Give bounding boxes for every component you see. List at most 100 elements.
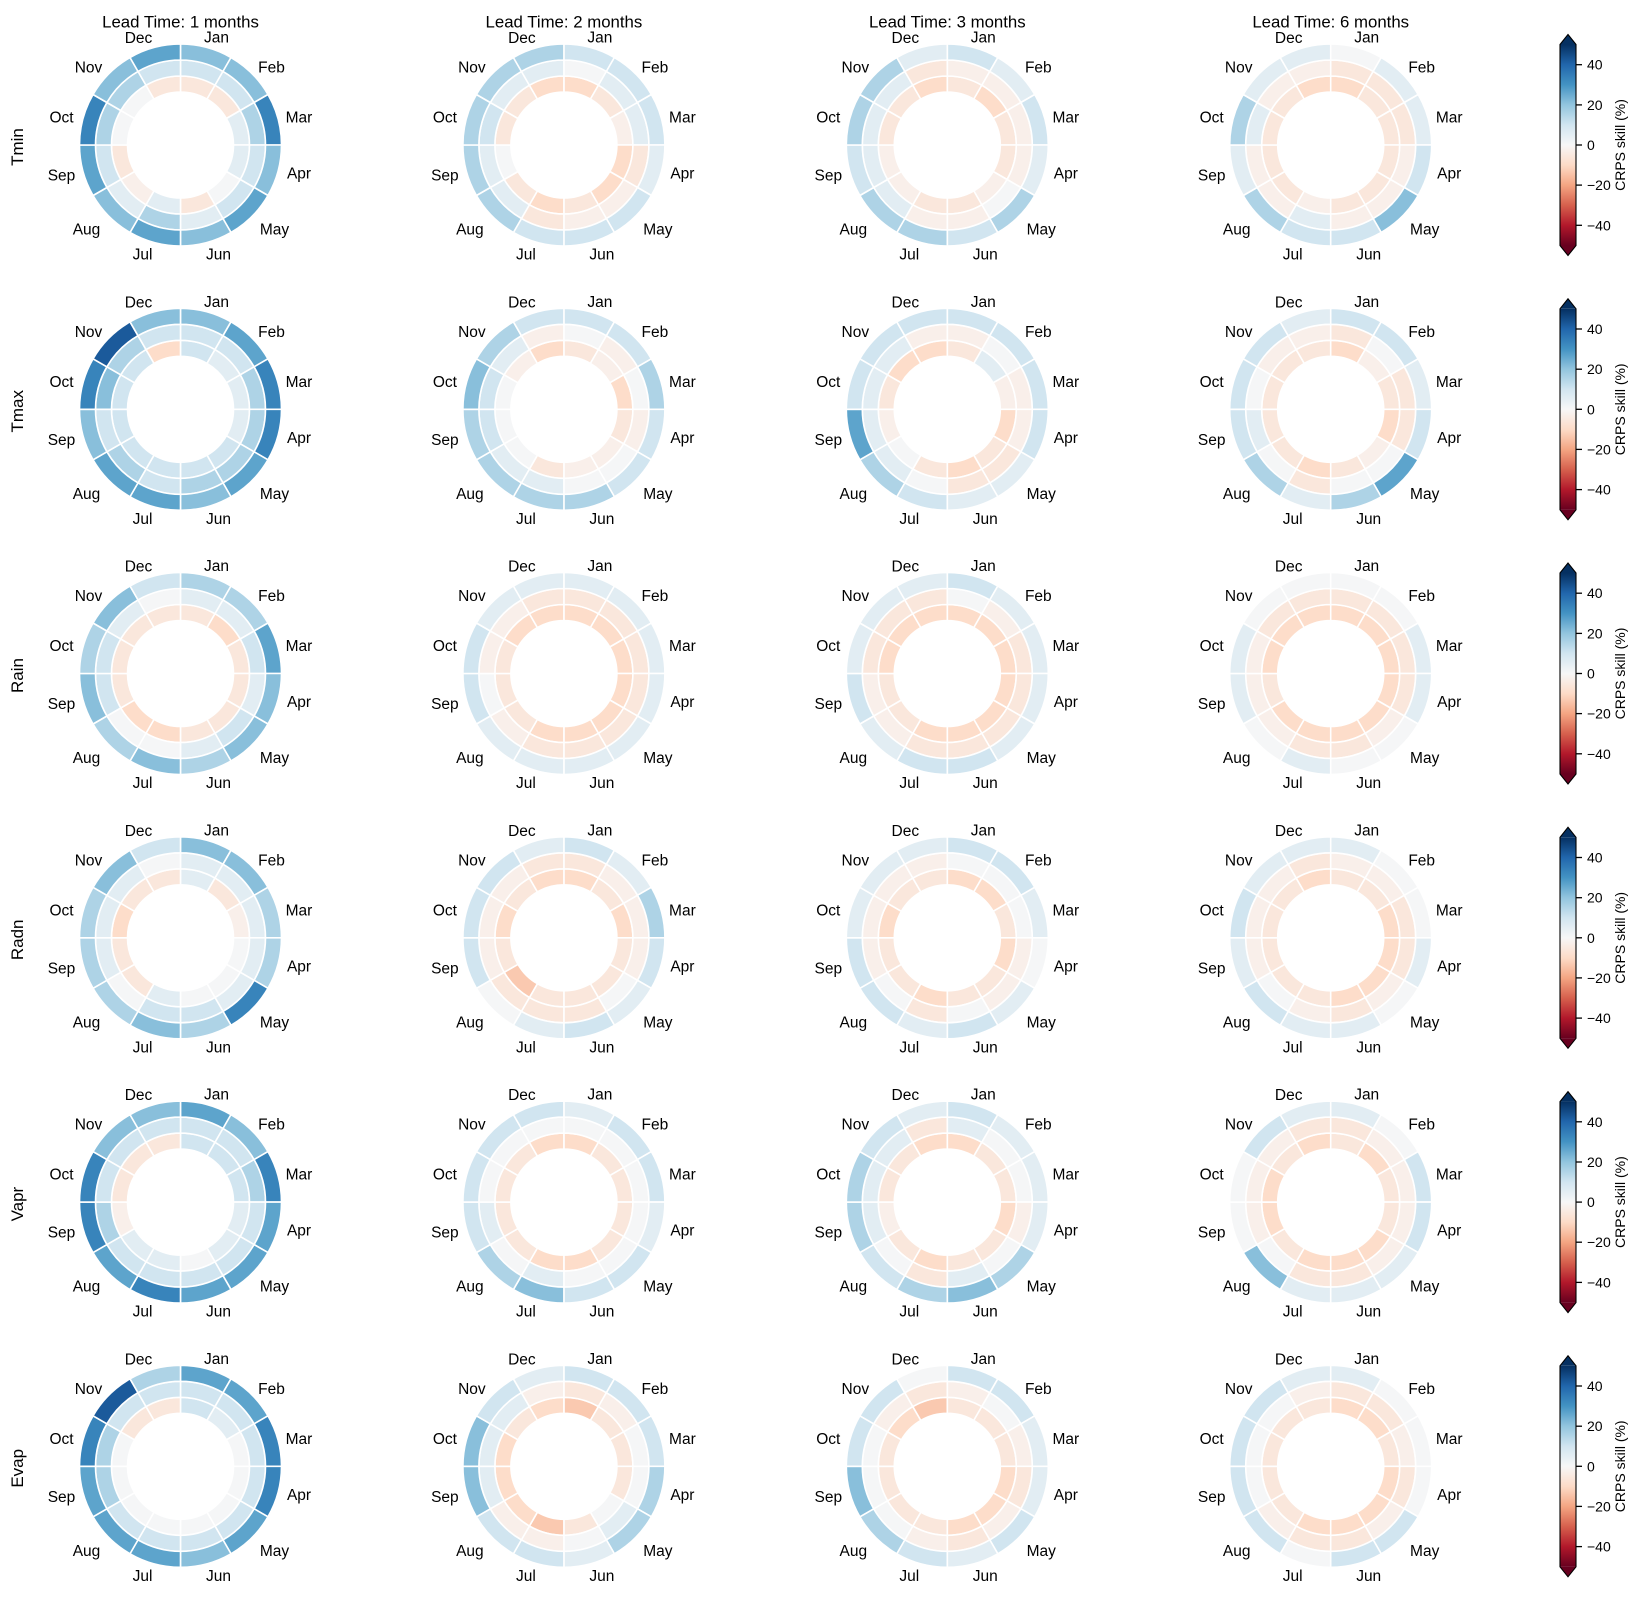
svg-text:Jul: Jul — [516, 1039, 536, 1056]
svg-text:Apr: Apr — [287, 430, 311, 447]
svg-text:Oct: Oct — [49, 638, 74, 655]
svg-text:Aug: Aug — [1223, 1279, 1251, 1296]
svg-text:Oct: Oct — [816, 1167, 841, 1184]
svg-text:May: May — [1027, 1014, 1057, 1031]
svg-text:May: May — [643, 222, 673, 239]
svg-text:Apr: Apr — [1054, 430, 1078, 447]
svg-text:Oct: Oct — [433, 110, 458, 127]
svg-text:Mar: Mar — [1052, 1167, 1079, 1184]
svg-text:Dec: Dec — [1275, 1087, 1303, 1104]
svg-text:40: 40 — [1587, 1114, 1603, 1130]
svg-text:0: 0 — [1587, 1458, 1595, 1474]
svg-text:CRPS skill (%): CRPS skill (%) — [1612, 1156, 1628, 1248]
svg-text:Jan: Jan — [204, 30, 229, 47]
svg-text:Feb: Feb — [258, 1117, 285, 1134]
svg-text:Oct: Oct — [49, 110, 74, 127]
svg-text:−40: −40 — [1587, 217, 1611, 233]
svg-text:Mar: Mar — [286, 1167, 313, 1184]
svg-text:Mar: Mar — [1052, 1431, 1079, 1448]
svg-text:Aug: Aug — [73, 750, 101, 767]
svg-text:Aug: Aug — [1223, 222, 1251, 239]
svg-text:Feb: Feb — [1025, 324, 1052, 341]
svg-text:Sep: Sep — [48, 960, 76, 977]
svg-text:Dec: Dec — [892, 559, 920, 576]
svg-text:Jul: Jul — [1283, 775, 1303, 792]
svg-text:Dec: Dec — [508, 1351, 536, 1368]
svg-text:Tmin: Tmin — [8, 128, 27, 166]
svg-text:Jan: Jan — [971, 294, 996, 311]
svg-text:May: May — [643, 1543, 673, 1560]
svg-text:Jan: Jan — [587, 294, 612, 311]
svg-text:Jun: Jun — [1356, 775, 1381, 792]
svg-text:Feb: Feb — [258, 1381, 285, 1398]
svg-text:Jan: Jan — [1354, 1351, 1379, 1368]
svg-text:Apr: Apr — [1437, 1223, 1461, 1240]
svg-text:Apr: Apr — [1437, 958, 1461, 975]
svg-text:Dec: Dec — [125, 559, 153, 576]
svg-text:Nov: Nov — [1225, 852, 1253, 869]
svg-text:Dec: Dec — [1275, 559, 1303, 576]
svg-text:Aug: Aug — [840, 1543, 868, 1560]
svg-text:Dec: Dec — [508, 1087, 536, 1104]
svg-text:May: May — [260, 1279, 290, 1296]
svg-text:Mar: Mar — [286, 110, 313, 127]
svg-text:Oct: Oct — [1200, 902, 1225, 919]
svg-text:Dec: Dec — [892, 294, 920, 311]
svg-text:Jan: Jan — [1354, 1087, 1379, 1104]
svg-text:0: 0 — [1587, 1194, 1595, 1210]
svg-text:Oct: Oct — [433, 374, 458, 391]
svg-text:Jun: Jun — [973, 775, 998, 792]
svg-text:Nov: Nov — [75, 588, 103, 605]
svg-text:Mar: Mar — [1436, 110, 1463, 127]
svg-text:Sep: Sep — [1198, 1225, 1226, 1242]
svg-text:Feb: Feb — [1025, 1117, 1052, 1134]
svg-text:May: May — [1027, 1543, 1057, 1560]
svg-text:40: 40 — [1587, 850, 1603, 866]
svg-text:Jul: Jul — [899, 247, 919, 264]
svg-text:−20: −20 — [1587, 1234, 1611, 1250]
svg-text:40: 40 — [1587, 57, 1603, 73]
svg-text:Jul: Jul — [1283, 247, 1303, 264]
svg-text:Jun: Jun — [1356, 1304, 1381, 1321]
svg-text:Jul: Jul — [133, 511, 153, 528]
svg-text:Nov: Nov — [458, 1117, 486, 1134]
svg-text:Feb: Feb — [642, 324, 669, 341]
svg-text:−40: −40 — [1587, 482, 1611, 498]
svg-text:Mar: Mar — [1436, 374, 1463, 391]
svg-text:Jan: Jan — [971, 30, 996, 47]
svg-text:Jan: Jan — [971, 822, 996, 839]
svg-text:Jul: Jul — [133, 247, 153, 264]
svg-text:Jul: Jul — [899, 1039, 919, 1056]
svg-text:Jan: Jan — [1354, 294, 1379, 311]
svg-text:Feb: Feb — [258, 324, 285, 341]
svg-text:Nov: Nov — [75, 324, 103, 341]
svg-text:Apr: Apr — [287, 1223, 311, 1240]
svg-text:Nov: Nov — [1225, 1117, 1253, 1134]
svg-text:Jan: Jan — [1354, 558, 1379, 575]
svg-text:Lead Time: 6 months: Lead Time: 6 months — [1252, 13, 1409, 32]
svg-text:−20: −20 — [1587, 970, 1611, 986]
svg-text:Jun: Jun — [973, 1304, 998, 1321]
svg-text:Aug: Aug — [1223, 486, 1251, 503]
svg-text:Mar: Mar — [669, 1167, 696, 1184]
svg-text:Jun: Jun — [589, 247, 614, 264]
svg-text:Mar: Mar — [669, 374, 696, 391]
svg-text:Sep: Sep — [431, 960, 459, 977]
svg-text:May: May — [643, 1014, 673, 1031]
svg-text:Mar: Mar — [669, 902, 696, 919]
svg-text:Feb: Feb — [1408, 1381, 1435, 1398]
svg-text:Lead Time: 1 months: Lead Time: 1 months — [102, 13, 259, 32]
svg-text:Feb: Feb — [1408, 852, 1435, 869]
svg-text:Mar: Mar — [669, 1431, 696, 1448]
svg-text:Oct: Oct — [816, 902, 841, 919]
svg-text:CRPS skill (%): CRPS skill (%) — [1612, 363, 1628, 455]
svg-text:Vapr: Vapr — [8, 1186, 27, 1221]
svg-text:Dec: Dec — [508, 294, 536, 311]
svg-text:Aug: Aug — [456, 222, 484, 239]
svg-text:Apr: Apr — [287, 1487, 311, 1504]
svg-text:Aug: Aug — [456, 1279, 484, 1296]
svg-text:Feb: Feb — [642, 1381, 669, 1398]
svg-text:Dec: Dec — [125, 1351, 153, 1368]
svg-text:Aug: Aug — [456, 1543, 484, 1560]
svg-text:Nov: Nov — [842, 588, 870, 605]
